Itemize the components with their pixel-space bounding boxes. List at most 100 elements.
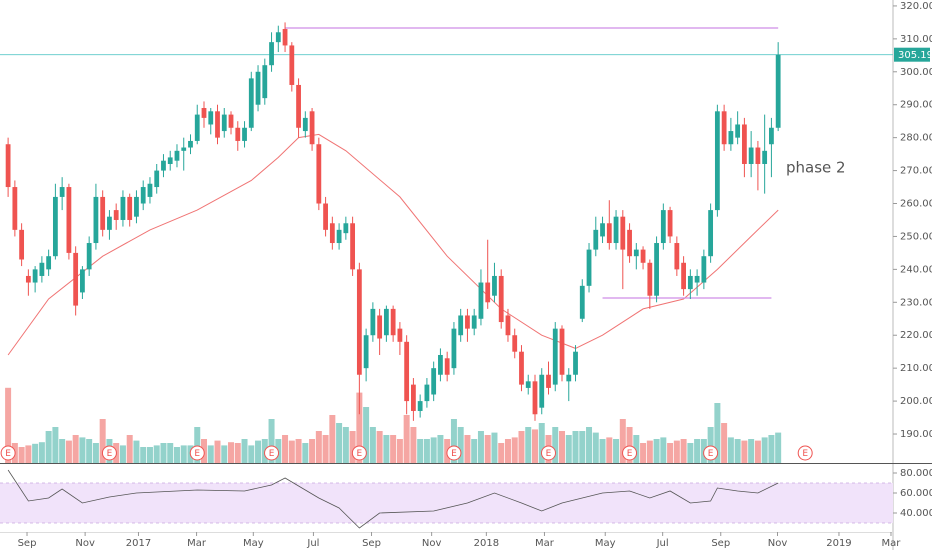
candle-body bbox=[52, 196, 58, 257]
candle-body bbox=[350, 223, 356, 270]
x-tick-label: Mar bbox=[535, 538, 555, 549]
candle-body bbox=[289, 45, 295, 85]
volume-bar bbox=[727, 437, 734, 463]
earnings-marker bbox=[540, 445, 556, 461]
volume-bar bbox=[464, 435, 471, 463]
volume-bar bbox=[477, 431, 484, 463]
candle-body bbox=[667, 210, 673, 237]
candle-body bbox=[302, 117, 308, 132]
volume-bar bbox=[369, 427, 376, 463]
volume-bar bbox=[396, 439, 403, 463]
y-tick-label: 80.0000 bbox=[900, 468, 932, 479]
volume-bar bbox=[18, 447, 25, 463]
last-price-box bbox=[894, 47, 930, 62]
candle-body bbox=[242, 127, 247, 141]
candle-body bbox=[681, 262, 686, 290]
volume-bar bbox=[768, 435, 775, 463]
y-tick-label: 260.00 bbox=[900, 199, 932, 210]
x-tick-label: Mar bbox=[882, 538, 902, 549]
last-price-label: 305.19 bbox=[898, 50, 932, 61]
candle-body bbox=[512, 335, 518, 352]
candle-body bbox=[424, 384, 430, 402]
candle-body bbox=[714, 111, 720, 211]
earnings-marker bbox=[446, 445, 462, 461]
volume-bar bbox=[180, 445, 187, 463]
volume-bar bbox=[214, 440, 221, 463]
y-tick-label: 300.00 bbox=[900, 67, 932, 78]
y-tick-label: 240.00 bbox=[900, 264, 932, 275]
candle-body bbox=[275, 32, 281, 43]
earnings-marker bbox=[264, 445, 280, 461]
volume-bar bbox=[376, 431, 383, 463]
candle-body bbox=[73, 252, 79, 306]
volume-bar bbox=[160, 443, 167, 463]
candle-body bbox=[201, 108, 207, 118]
candle-body bbox=[640, 249, 646, 263]
earnings-label: E bbox=[107, 449, 113, 459]
candle-body bbox=[431, 368, 437, 395]
earnings-label: E bbox=[546, 449, 552, 459]
candle-body bbox=[316, 144, 322, 204]
volume-bar bbox=[302, 443, 309, 463]
candle-body bbox=[363, 335, 369, 369]
volume-bar bbox=[606, 437, 613, 463]
candle-body bbox=[775, 54, 781, 128]
candle-body bbox=[100, 196, 106, 230]
candle-body bbox=[411, 384, 416, 411]
candle-body bbox=[505, 315, 511, 336]
candle-body bbox=[539, 374, 545, 408]
candle-body bbox=[377, 315, 383, 339]
y-tick-label: 290.00 bbox=[900, 100, 932, 111]
x-tick-label: Sep bbox=[711, 538, 730, 549]
volume-bar bbox=[741, 440, 748, 463]
candle-body bbox=[769, 127, 774, 145]
candle-body bbox=[525, 381, 531, 388]
candle-body bbox=[181, 147, 187, 151]
volume-bar bbox=[572, 431, 579, 463]
volume-bar bbox=[153, 445, 160, 463]
candle-body bbox=[39, 262, 45, 276]
candle-body bbox=[356, 269, 362, 375]
candle-body bbox=[735, 124, 741, 138]
candle-body bbox=[600, 223, 605, 237]
volume-bar bbox=[775, 432, 782, 463]
earnings-label: E bbox=[269, 449, 275, 459]
candle-body bbox=[390, 308, 396, 336]
candle-body bbox=[59, 187, 65, 197]
volume-bar bbox=[329, 415, 336, 463]
volume-bar bbox=[25, 445, 32, 463]
candle-body bbox=[161, 160, 166, 171]
candle-body bbox=[485, 282, 491, 303]
y-tick-label: 310.00 bbox=[900, 34, 932, 45]
volume-bar bbox=[119, 445, 126, 463]
volume-bar bbox=[531, 429, 538, 463]
volume-bar bbox=[430, 437, 437, 463]
volume-bar bbox=[457, 427, 464, 463]
candle-body bbox=[140, 187, 146, 204]
volume-bar bbox=[268, 419, 275, 463]
candle-body bbox=[383, 308, 389, 336]
volume-bar bbox=[86, 439, 93, 463]
rsi-line bbox=[7, 469, 779, 529]
y-tick-label: 210.00 bbox=[900, 363, 932, 374]
candle-body bbox=[674, 243, 680, 270]
candle-body bbox=[248, 78, 254, 128]
candle-body bbox=[519, 351, 524, 385]
volume-bar bbox=[653, 439, 660, 463]
volume-bar bbox=[633, 435, 640, 463]
candle-body bbox=[208, 111, 214, 125]
candle-body bbox=[721, 111, 727, 145]
volume-bar bbox=[437, 435, 444, 463]
volume-bar bbox=[619, 419, 626, 463]
candle-body bbox=[262, 65, 268, 99]
candle-body bbox=[93, 196, 99, 244]
candle-body bbox=[19, 229, 25, 260]
volume-bar bbox=[79, 437, 86, 463]
volume-bar bbox=[167, 443, 174, 463]
annotation: phase 2 bbox=[786, 159, 846, 177]
candle-body bbox=[12, 187, 18, 230]
volume-bar bbox=[761, 437, 768, 463]
candle-body bbox=[269, 42, 274, 66]
candle-body bbox=[444, 358, 450, 375]
